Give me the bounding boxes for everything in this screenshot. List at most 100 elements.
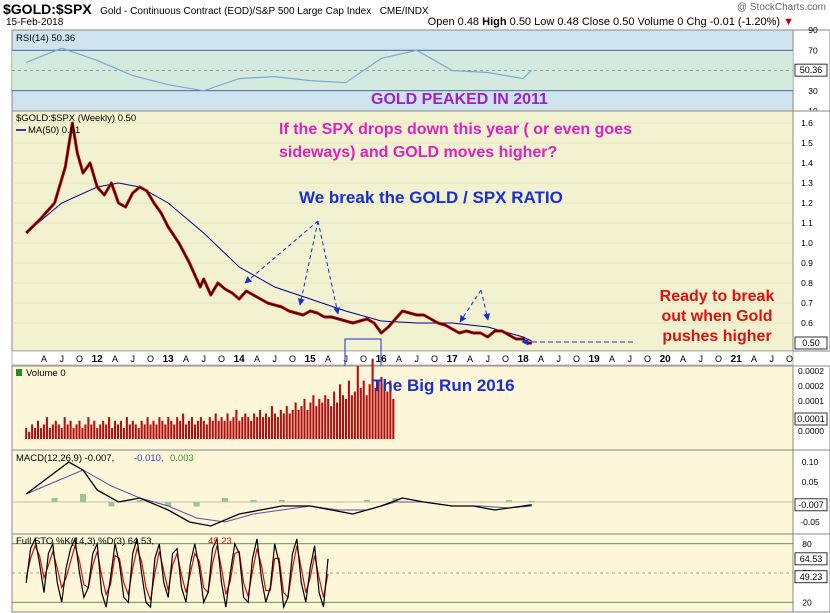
x-axis-label: A — [112, 354, 118, 364]
volume-tick-label: 0.0001 — [798, 396, 824, 406]
volume-bar — [134, 424, 137, 440]
macd-histogram-bar — [80, 494, 86, 503]
volume-bar — [152, 420, 155, 440]
volume-bar — [45, 417, 48, 440]
volume-bar — [214, 413, 217, 440]
volume-bar — [259, 409, 262, 440]
annotation-peak: GOLD PEAKED IN 2011 — [371, 91, 548, 108]
x-axis-label: J — [556, 354, 561, 364]
volume-bar — [131, 420, 134, 440]
macd-panel — [11, 449, 794, 535]
volume-bar — [179, 420, 182, 440]
macd-histogram-bar — [528, 500, 535, 503]
annotation-question: If the SPX drops down this year ( or eve… — [279, 121, 632, 161]
macd-histogram-bar — [477, 502, 484, 503]
volume-value: 0 — [677, 16, 684, 28]
volume-bar — [338, 384, 342, 440]
volume-bar — [321, 402, 324, 440]
volume-bar — [182, 413, 185, 440]
ohlc-readout: Open 0.48 High 0.50 Low 0.48 Close 0.50 … — [428, 16, 794, 28]
volume-bar — [75, 424, 78, 440]
price-last-value-box — [794, 336, 828, 350]
macd-hist-legend: 0.003 — [170, 453, 194, 464]
price-tick-label: 1.3 — [801, 178, 813, 188]
volume-bar — [270, 406, 273, 440]
volume-bar — [244, 413, 247, 440]
x-axis-label: 12 — [92, 354, 104, 365]
price-panel-axis — [792, 110, 830, 352]
x-axis-label: A — [467, 354, 473, 364]
x-axis-label: A — [751, 354, 757, 364]
volume-bar — [336, 402, 339, 440]
volume-bar — [333, 391, 336, 440]
volume-bar — [232, 417, 235, 440]
volume-bar — [93, 420, 96, 440]
x-axis-label: A — [396, 354, 402, 364]
volume-panel-axis — [792, 365, 830, 451]
sto-legend: Full STO %K(14,3) %D(3) 64.53, — [16, 536, 154, 547]
volume-bar — [69, 420, 72, 440]
volume-bar — [161, 420, 164, 440]
sto-d-legend: 49.23 — [208, 536, 232, 547]
x-axis-label: O — [786, 354, 793, 364]
volume-last-value: 0.0001 — [797, 414, 825, 424]
volume-bar — [386, 391, 389, 440]
volume-bar — [113, 420, 117, 440]
volume-bar — [87, 417, 90, 440]
rsi-line — [25, 47, 533, 92]
x-axis-label: J — [769, 354, 774, 364]
volume-bar — [324, 395, 327, 440]
x-axis-label: O — [431, 354, 438, 364]
price-last-value: 0.50 — [802, 338, 820, 348]
volume-bar — [327, 398, 330, 440]
volume-bar — [167, 417, 170, 440]
rsi-tick-label: 70 — [808, 45, 818, 55]
x-axis-label: 20 — [660, 354, 672, 365]
volume-bar — [226, 413, 229, 440]
volume-bar — [217, 420, 220, 440]
chg-label: Chg — [686, 16, 707, 28]
macd-histogram-bar — [108, 502, 115, 507]
volume-bar — [146, 417, 149, 440]
down-arrow-icon: ▼ — [783, 16, 794, 28]
x-axis-label: 17 — [447, 354, 459, 365]
annotation-arrow — [297, 220, 319, 306]
volume-bar — [374, 387, 377, 440]
sto-d-last-value: 49.23 — [800, 572, 823, 582]
volume-bar — [111, 428, 114, 440]
macd-last-value: -0.007 — [798, 500, 824, 510]
volume-bar — [315, 406, 318, 440]
macd-histogram-bar — [51, 498, 58, 503]
volume-bar — [176, 417, 179, 440]
price-tick-label: 0.8 — [801, 278, 813, 288]
macd-histogram-bar — [335, 502, 342, 503]
volume-bar — [288, 413, 291, 440]
volume-bar — [253, 413, 256, 440]
x-axis-label: J — [272, 354, 277, 364]
volume-bar — [318, 398, 321, 440]
volume-bar — [84, 424, 87, 440]
volume-bar — [137, 428, 140, 440]
volume-bar — [294, 402, 297, 440]
x-axis-label: A — [183, 354, 189, 364]
volume-bar — [170, 420, 173, 440]
x-axis-label: A — [41, 354, 47, 364]
rsi-last-value: 50.36 — [800, 65, 823, 75]
ma-legend: MA(50) 0.51 — [28, 125, 80, 136]
volume-bar — [31, 424, 34, 440]
volume-bar — [250, 420, 253, 440]
x-axis-label: O — [289, 354, 296, 364]
watermark: @ StockCharts.com — [736, 2, 826, 13]
annotation-ready: Ready to break out when Gold pushes high… — [659, 288, 775, 345]
chg-value: -0.01 (-1.20%) — [709, 16, 781, 28]
annotation-arrow — [244, 220, 319, 284]
volume-bar — [347, 380, 350, 440]
sto-k-last-value: 64.53 — [800, 554, 823, 564]
volume-bar — [96, 428, 99, 440]
volume-bar — [116, 424, 120, 440]
volume-bar — [173, 424, 176, 440]
exchange-label: CME/INDX — [379, 6, 429, 17]
volume-bar — [190, 417, 194, 440]
volume-bar — [51, 424, 54, 440]
